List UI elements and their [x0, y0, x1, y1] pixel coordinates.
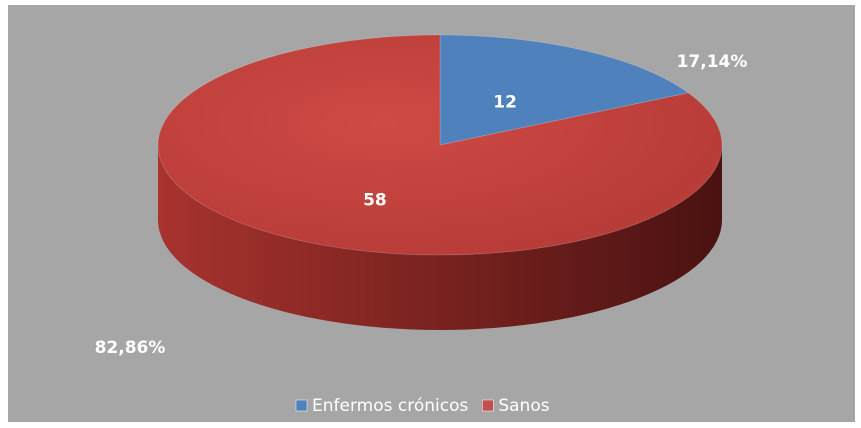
- pie-slice: [439, 34, 690, 146]
- legend-swatch: [482, 399, 494, 412]
- legend-swatch: [295, 399, 308, 412]
- data-label: 58: [363, 190, 387, 210]
- data-label: 12: [493, 93, 517, 113]
- legend-label: Sanos: [498, 396, 549, 416]
- pie-side: [158, 145, 722, 330]
- pie-slice: [157, 34, 723, 256]
- percent-label: 17,14%: [677, 52, 748, 72]
- legend-label: Enfermos crónicos: [312, 396, 468, 416]
- percent-label: 82,86%: [95, 338, 166, 358]
